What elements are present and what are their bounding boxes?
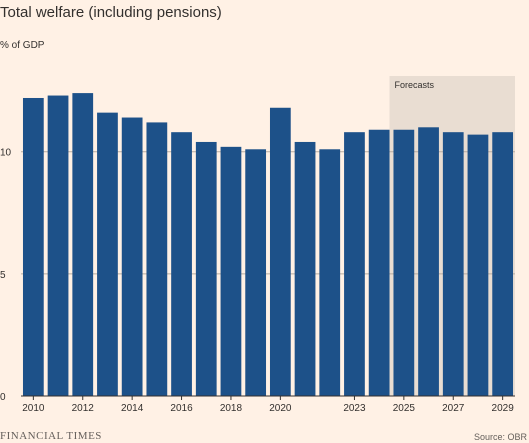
- bar: [442, 132, 464, 396]
- bar: [47, 95, 69, 396]
- x-tick-label: 2010: [22, 403, 45, 414]
- bar: [319, 149, 341, 396]
- x-tick-label: 2014: [121, 403, 144, 414]
- bar: [22, 97, 44, 396]
- chart-title: Total welfare (including pensions): [0, 4, 222, 21]
- bar: [368, 129, 390, 396]
- ft-logo: FINANCIAL TIMES: [0, 430, 102, 442]
- x-tick-label: 2027: [442, 403, 465, 414]
- bar: [269, 107, 291, 396]
- forecast-label: Forecasts: [395, 80, 435, 90]
- bar: [146, 122, 168, 396]
- bar: [195, 141, 217, 396]
- bar: [171, 132, 192, 396]
- y-tick-label: 10: [0, 148, 12, 159]
- bar: [294, 141, 316, 396]
- bar: [245, 149, 267, 396]
- bar: [220, 146, 242, 396]
- bar: [121, 117, 143, 396]
- x-tick-label: 2029: [492, 403, 515, 414]
- bar: [344, 132, 365, 396]
- bar: [492, 132, 514, 396]
- x-tick-label: 2016: [170, 403, 193, 414]
- bar: [418, 127, 439, 397]
- x-tick-label: 2012: [72, 403, 95, 414]
- bar: [72, 93, 94, 396]
- x-tick-label: 2020: [269, 403, 292, 414]
- y-tick-label: 0: [0, 392, 6, 403]
- x-tick-label: 2018: [220, 403, 243, 414]
- source-note: Source: OBR: [473, 432, 527, 442]
- y-tick-label: 5: [0, 270, 6, 281]
- y-axis-label: % of GDP: [0, 40, 45, 51]
- x-tick-label: 2023: [343, 403, 366, 414]
- bar: [393, 129, 415, 396]
- x-tick-label: 2025: [393, 403, 416, 414]
- bar: [97, 112, 118, 396]
- bar: [467, 134, 489, 396]
